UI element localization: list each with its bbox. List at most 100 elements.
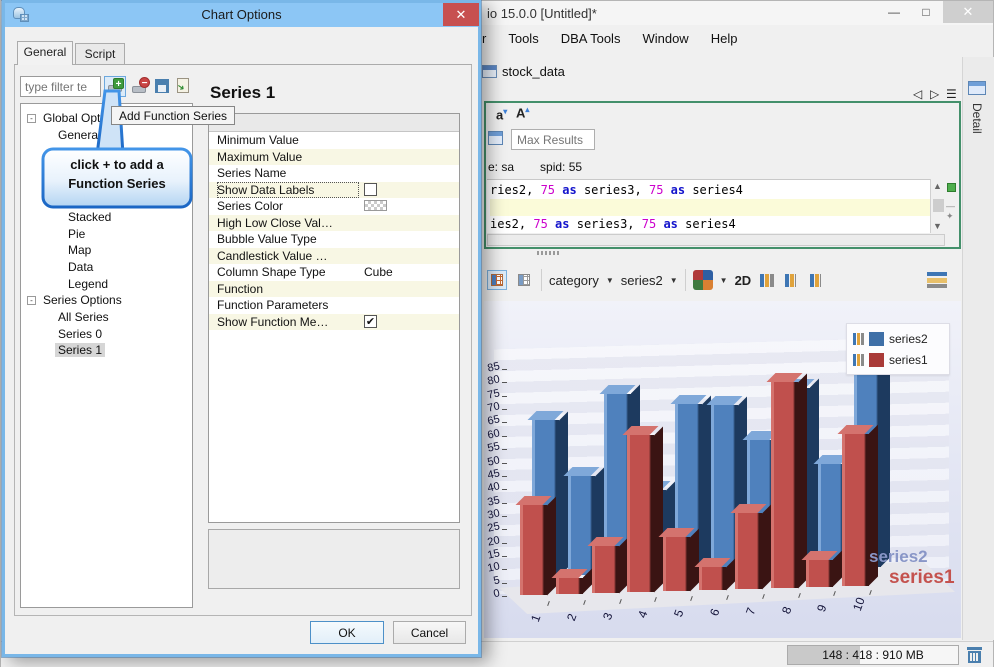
tree-item-stacked[interactable]: Stacked: [21, 209, 192, 225]
tree-item-series-0[interactable]: Series 0: [21, 326, 192, 342]
save-chart-icon[interactable]: [808, 271, 826, 289]
split-editor-icon[interactable]: —✦: [946, 201, 955, 221]
tree-item-pie[interactable]: Pie: [21, 226, 192, 242]
menu-item-help[interactable]: Help: [710, 31, 738, 46]
legend-item-series2[interactable]: series2: [853, 328, 943, 349]
tree-item-legend[interactable]: Legend: [21, 276, 192, 292]
property-value[interactable]: [364, 132, 457, 148]
mode-2d-button[interactable]: 2D: [734, 272, 752, 288]
series-dropdown[interactable]: series2: [620, 272, 663, 288]
property-row[interactable]: Candlestick Value …: [209, 247, 459, 264]
chevron-down-icon[interactable]: ▼: [605, 275, 614, 285]
property-row[interactable]: Series Name: [209, 165, 459, 181]
close-button[interactable]: ✕: [943, 1, 993, 23]
property-value[interactable]: [364, 248, 457, 264]
bar-series1-cat1[interactable]: [515, 496, 556, 595]
bar-series1-cat6[interactable]: [694, 558, 735, 590]
tab-scroll-left-icon[interactable]: ◁: [913, 87, 923, 101]
font-decrease-icon[interactable]: a▾: [496, 107, 508, 123]
save-icon[interactable]: [152, 76, 174, 97]
detail-tab[interactable]: Detail: [970, 103, 984, 134]
detail-grid-icon[interactable]: [968, 81, 986, 95]
filter-input[interactable]: [20, 76, 101, 97]
color-swatch[interactable]: [364, 200, 387, 211]
property-row[interactable]: Show Data Labels: [209, 181, 459, 198]
chevron-down-icon[interactable]: ▼: [719, 275, 728, 285]
property-value[interactable]: [364, 149, 457, 165]
property-row[interactable]: Series Color: [209, 198, 459, 214]
property-value[interactable]: [364, 165, 457, 181]
bar-series1-cat5[interactable]: [658, 528, 700, 591]
tab-scroll-right-icon[interactable]: ▷: [930, 87, 940, 101]
tab-general[interactable]: General: [17, 41, 73, 65]
results-grid-icon[interactable]: [488, 131, 503, 145]
garbage-collect-icon[interactable]: [967, 647, 982, 663]
tree-item-all-series[interactable]: All Series: [21, 309, 192, 325]
bar-series1-cat2[interactable]: [551, 568, 592, 594]
remove-series-button[interactable]: −: [129, 76, 151, 97]
tab-list-icon[interactable]: ☰: [946, 87, 957, 101]
tree-expander-icon[interactable]: -: [27, 296, 36, 305]
minimize-button[interactable]: —: [888, 5, 900, 19]
bar-series1-cat4[interactable]: [622, 426, 664, 592]
legend-toggle-icon[interactable]: [927, 272, 947, 288]
menu-item-window[interactable]: Window: [642, 31, 689, 46]
tree-expander-icon[interactable]: -: [27, 114, 36, 123]
property-value[interactable]: [364, 281, 457, 297]
property-value[interactable]: [364, 231, 457, 247]
ok-button[interactable]: OK: [310, 621, 384, 644]
property-row[interactable]: Maximum Value: [209, 148, 459, 165]
tree-item-data[interactable]: Data: [21, 259, 192, 275]
edit-grid-icon[interactable]: [514, 270, 534, 290]
pivot-grid-icon[interactable]: [487, 270, 507, 290]
menu-item-dba-tools[interactable]: DBA Tools: [560, 31, 621, 46]
property-row[interactable]: Show Function Me… ✔: [209, 313, 459, 330]
dialog-titlebar[interactable]: Chart Options ✕: [5, 3, 479, 27]
font-increase-icon[interactable]: A▴: [516, 105, 530, 121]
dialog-close-button[interactable]: ✕: [443, 3, 479, 26]
property-value[interactable]: Cube: [364, 265, 393, 279]
tree-item-map[interactable]: Map: [21, 242, 192, 258]
scroll-up-icon[interactable]: ▲: [933, 181, 942, 191]
tree-item-series-1[interactable]: Series 1: [21, 342, 192, 358]
document-tab[interactable]: stock_data: [482, 59, 565, 83]
cancel-button[interactable]: Cancel: [393, 621, 466, 644]
splitter-handle[interactable]: [537, 251, 559, 255]
checkbox-checked[interactable]: ✔: [364, 314, 377, 328]
tree-item-series-options[interactable]: - Series Options: [21, 292, 192, 308]
resize-chart-icon[interactable]: [758, 271, 776, 289]
bar-series1-cat7[interactable]: [730, 504, 771, 589]
bar-series2-cat6[interactable]: [706, 396, 747, 571]
chevron-down-icon[interactable]: ▼: [669, 275, 678, 285]
bar-series2-cat2[interactable]: [563, 467, 604, 575]
property-row[interactable]: Function Parameters: [209, 297, 459, 313]
property-row[interactable]: Bubble Value Type: [209, 231, 459, 247]
property-row[interactable]: Minimum Value: [209, 132, 459, 148]
bar-series1-cat10[interactable]: [837, 424, 879, 586]
sql-editor[interactable]: ries2, 75 as series3, 75 as series4 ies2,…: [487, 179, 933, 233]
property-table[interactable]: Minimum Value Maximum Value Series Name Sho…: [208, 113, 460, 523]
copy-chart-icon[interactable]: [783, 271, 801, 289]
max-results-input[interactable]: [511, 129, 595, 150]
legend-item-series1[interactable]: series1: [853, 349, 943, 370]
bar-series1-cat9[interactable]: [801, 550, 843, 587]
checkbox-unchecked[interactable]: [364, 182, 377, 196]
sql-horizontal-scrollbar[interactable]: [487, 234, 945, 246]
scrollbar-thumb[interactable]: [933, 199, 944, 212]
property-value[interactable]: [364, 215, 457, 231]
property-row[interactable]: Function: [209, 280, 459, 297]
property-value[interactable]: [364, 297, 457, 313]
bar-series1-cat8[interactable]: [766, 373, 807, 588]
bar-series2-cat9[interactable]: [813, 454, 855, 568]
chart-legend[interactable]: series2 series1: [846, 323, 950, 375]
property-row[interactable]: High Low Close Val…: [209, 214, 459, 231]
tab-script[interactable]: Script: [75, 43, 125, 65]
tree-item-general[interactable]: General: [21, 127, 192, 143]
maximize-button[interactable]: □: [922, 5, 930, 19]
bar-series1-cat3[interactable]: [587, 537, 628, 593]
chart-type-icon[interactable]: [692, 270, 713, 290]
menu-item-tools[interactable]: Tools: [508, 31, 539, 46]
sql-vertical-scrollbar[interactable]: ▲ ▼: [930, 179, 945, 233]
property-row[interactable]: Column Shape Type Cube: [209, 264, 459, 280]
